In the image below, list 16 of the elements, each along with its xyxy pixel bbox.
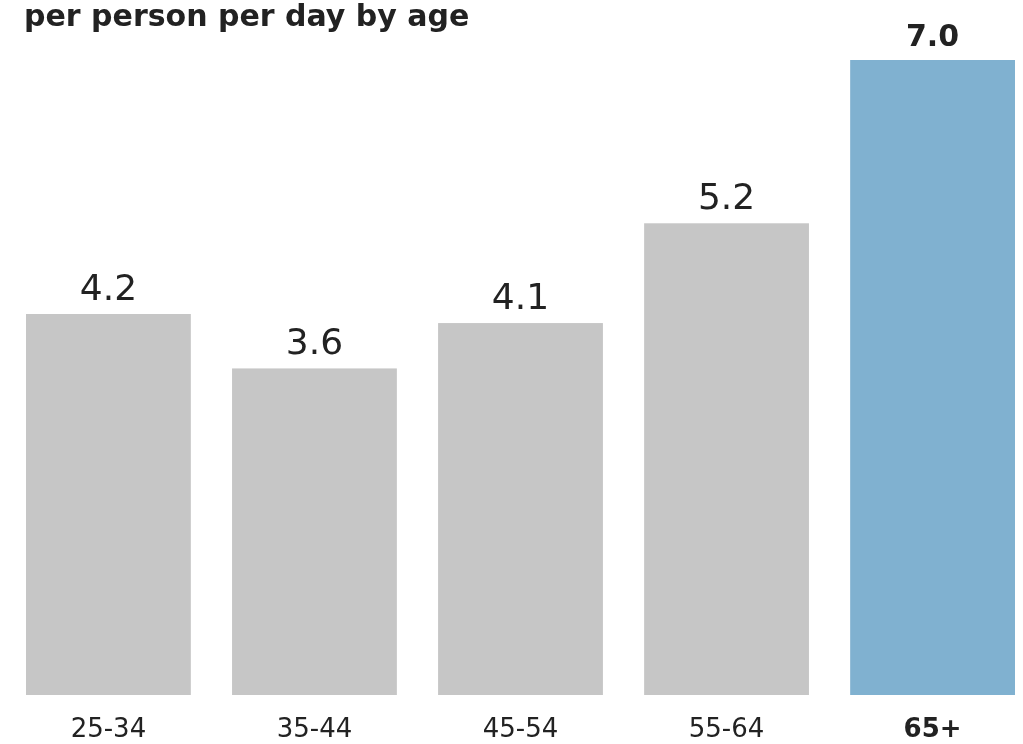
bar <box>438 323 603 695</box>
bar <box>850 60 1015 695</box>
data-label: 4.1 <box>491 276 550 318</box>
chart-title: per person per day by age <box>24 0 470 33</box>
data-label: 4.2 <box>79 267 138 308</box>
bar <box>232 368 397 695</box>
bar <box>26 314 191 695</box>
data-label: 5.2 <box>697 176 756 218</box>
x-tick-label: 35-44 <box>276 713 353 743</box>
x-tick-label: 45-54 <box>482 713 559 743</box>
x-tick-label: 55-64 <box>688 713 765 743</box>
x-tick-label: 25-34 <box>70 713 147 743</box>
data-label: 7.0 <box>906 18 960 53</box>
data-label: 3.6 <box>285 321 344 363</box>
x-tick-label: 65+ <box>903 713 962 743</box>
bar <box>644 223 809 695</box>
